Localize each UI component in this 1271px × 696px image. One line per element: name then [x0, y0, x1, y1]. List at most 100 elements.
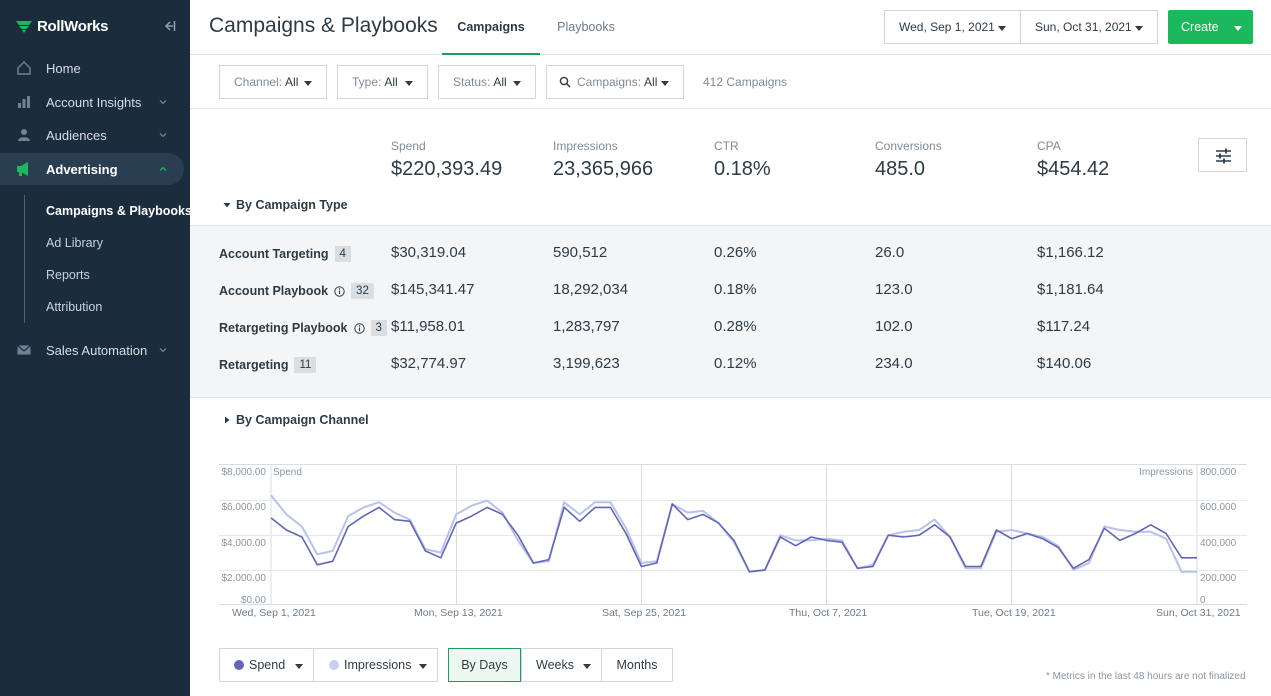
row-name-label: Retargeting [219, 358, 289, 372]
metric-value: $454.42 [1037, 158, 1110, 180]
create-button-label: Create [1181, 20, 1219, 34]
sidebar-item-advertising[interactable]: Advertising [0, 153, 184, 185]
filter-value: All [493, 75, 507, 89]
row-name-label: Retargeting Playbook [219, 321, 348, 335]
sidebar-item-sales-automation[interactable]: Sales Automation [0, 334, 184, 366]
cell-impressions: 3,199,623 [553, 355, 620, 372]
caret-down-icon [583, 664, 591, 669]
advertising-subnav: Campaigns & Playbooks Ad Library Reports… [24, 195, 192, 323]
cell-spend: $145,341.47 [391, 281, 475, 298]
metric-ctr: CTR 0.18% [714, 139, 771, 181]
sidebar-item-home[interactable]: Home [0, 52, 184, 84]
end-date-picker[interactable]: Sun, Oct 31, 2021 [1020, 10, 1158, 44]
metric-value: 23,365,966 [553, 158, 654, 180]
bar-chart-icon [18, 96, 30, 108]
x-tick-label: Wed, Sep 1, 2021 [232, 607, 316, 619]
left-axis-tick-label: $0.00 [241, 595, 266, 605]
mail-icon [17, 345, 31, 355]
row-name-label: Account Targeting [219, 247, 329, 261]
series-label: Spend [249, 658, 286, 672]
chevron-down-icon [159, 100, 167, 105]
x-tick-label: Sun, Oct 31, 2021 [1156, 607, 1241, 619]
metric-value: $220,393.49 [391, 158, 503, 180]
cell-impressions: 590,512 [553, 244, 608, 261]
filter-key: Type: [352, 75, 382, 89]
end-date-value: Sun, Oct 31, 2021 [1035, 20, 1132, 34]
metric-label: CTR [714, 139, 739, 153]
caret-down-icon [223, 203, 231, 208]
cell-ctr: 0.12% [714, 355, 757, 372]
cell-spend: $32,774.97 [391, 355, 467, 372]
sidebar-item-label: Account Insights [46, 94, 142, 110]
months-button[interactable]: Months [601, 648, 673, 682]
campaigns-filter[interactable]: Campaigns: All [546, 65, 684, 99]
row-name: Account Playbook 32 [219, 283, 374, 299]
subnav-item-campaigns-playbooks[interactable]: Campaigns & Playbooks [46, 204, 192, 218]
table-row[interactable]: Account Targeting 4 $30,319.04 590,512 0.… [190, 235, 1271, 272]
subnav-item-attribution[interactable]: Attribution [46, 300, 103, 314]
table-row[interactable]: Account Playbook 32 $145,341.47 18,292,0… [190, 272, 1271, 309]
users-icon [18, 129, 30, 141]
toggle-label: By Campaign Type [236, 198, 348, 212]
cell-spend: $30,319.04 [391, 244, 467, 261]
home-icon [17, 61, 31, 75]
impressions-legend-dot [329, 660, 339, 670]
caret-down-icon [304, 81, 312, 86]
table-row[interactable]: Retargeting 11 $32,774.97 3,199,623 0.12%… [190, 346, 1271, 383]
campaign-type-table: Account Targeting 4 $30,319.04 590,512 0.… [190, 225, 1271, 398]
type-filter[interactable]: Type: All [337, 65, 428, 99]
weeks-button[interactable]: Weeks [521, 648, 602, 682]
cell-ctr: 0.28% [714, 318, 757, 335]
impressions-series-toggle[interactable]: Impressions [313, 648, 438, 682]
cell-cpa: $117.24 [1037, 318, 1091, 335]
status-filter[interactable]: Status: All [438, 65, 536, 99]
cell-cpa: $1,181.64 [1037, 281, 1104, 298]
metric-conversions: Conversions 485.0 [875, 139, 942, 181]
right-axis-tick-label: 400,000 [1200, 538, 1237, 549]
info-icon[interactable] [353, 322, 365, 334]
chevron-up-icon [159, 166, 167, 171]
start-date-picker[interactable]: Wed, Sep 1, 2021 [884, 10, 1021, 44]
left-axis-tick-label: $6,000.00 [222, 502, 267, 513]
sidebar-item-audiences[interactable]: Audiences [0, 119, 184, 151]
by-campaign-channel-toggle[interactable]: By Campaign Channel [223, 413, 369, 427]
cell-impressions: 18,292,034 [553, 281, 629, 298]
by-days-button[interactable]: By Days [448, 648, 521, 682]
subnav-item-ad-library[interactable]: Ad Library [46, 236, 103, 250]
spend-line [270, 503, 1197, 573]
x-tick-label: Tue, Oct 19, 2021 [972, 607, 1056, 619]
start-date-value: Wed, Sep 1, 2021 [899, 20, 995, 34]
subnav-item-reports[interactable]: Reports [46, 268, 90, 282]
spend-series-toggle[interactable]: Spend [219, 648, 314, 682]
cell-ctr: 0.26% [714, 244, 757, 261]
column-settings-button[interactable] [1198, 138, 1247, 172]
megaphone-icon [17, 162, 28, 176]
info-icon[interactable] [334, 285, 345, 297]
tab-playbooks[interactable]: Playbooks [557, 20, 615, 34]
sliders-icon [1216, 148, 1231, 164]
campaign-count: 412 Campaigns [703, 75, 788, 89]
cell-conversions: 26.0 [875, 244, 905, 261]
metric-impressions: Impressions 23,365,966 [553, 139, 653, 181]
metric-label: Conversions [875, 139, 942, 153]
sidebar-item-label: Sales Automation [46, 342, 148, 358]
channel-filter[interactable]: Channel: All [219, 65, 327, 99]
sidebar-item-account-insights[interactable]: Account Insights [0, 86, 184, 118]
metric-value: 485.0 [875, 158, 926, 180]
collapse-sidebar-icon[interactable] [162, 19, 176, 33]
count-badge: 4 [334, 246, 351, 262]
tab-campaigns[interactable]: Campaigns [442, 0, 540, 55]
search-icon [559, 76, 571, 88]
left-axis-tick-label: $8,000.00 [222, 467, 267, 478]
caret-down-icon [295, 664, 303, 669]
right-axis-tick-label: 600,000 [1200, 502, 1237, 513]
table-row[interactable]: Retargeting Playbook 3 $11,958.01 1,283,… [190, 309, 1271, 346]
caret-down-icon [998, 26, 1006, 31]
create-button[interactable]: Create [1168, 10, 1253, 44]
count-badge: 11 [294, 357, 317, 373]
by-campaign-type-toggle[interactable]: By Campaign Type [223, 198, 348, 212]
caret-down-icon [513, 81, 521, 86]
logo[interactable]: RollWorks [16, 18, 109, 35]
impressions-line [270, 494, 1197, 573]
x-tick-label: Mon, Sep 13, 2021 [414, 607, 503, 619]
